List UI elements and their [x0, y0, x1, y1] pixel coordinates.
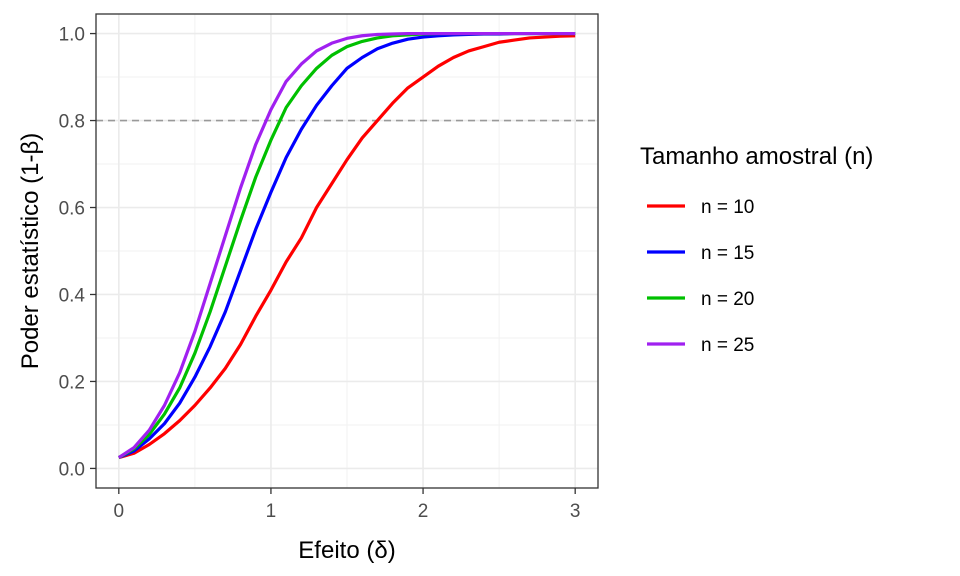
x-tick-label: 1 [266, 501, 277, 522]
x-tick-label: 3 [570, 501, 581, 522]
legend-label-3: n = 20 [701, 289, 754, 310]
series-line-1 [118, 34, 576, 460]
series-line-4 [117, 31, 576, 459]
y-tick-label: 0.0 [59, 459, 85, 480]
y-tick-label: 0.2 [59, 372, 85, 393]
x-axis-title: Efeito (δ) [298, 537, 395, 564]
y-tick-label: 0.6 [59, 199, 85, 220]
panel-border [95, 13, 599, 489]
legend: n = 10 n = 15 n = 20 n = 25 [647, 197, 754, 356]
x-tick-label: 2 [418, 501, 429, 522]
legend-label-2: n = 15 [701, 243, 754, 264]
x-tick-label: 0 [114, 501, 125, 522]
y-axis-ticks: 0.0 0.2 0.4 0.6 0.8 1.0 [59, 25, 96, 480]
legend-label-4: n = 25 [701, 335, 754, 356]
legend-title: Tamanho amostral (n) [640, 143, 873, 170]
minor-gridlines [96, 14, 598, 488]
legend-label-1: n = 10 [701, 197, 754, 218]
major-gridlines [96, 14, 598, 488]
x-axis-ticks: 0 1 2 3 [114, 488, 581, 522]
y-tick-label: 0.8 [59, 112, 85, 133]
y-tick-label: 0.4 [59, 285, 86, 306]
y-axis-title: Poder estatístico (1-β) [17, 133, 44, 370]
series-lines [117, 31, 576, 460]
y-tick-label: 1.0 [59, 25, 85, 46]
